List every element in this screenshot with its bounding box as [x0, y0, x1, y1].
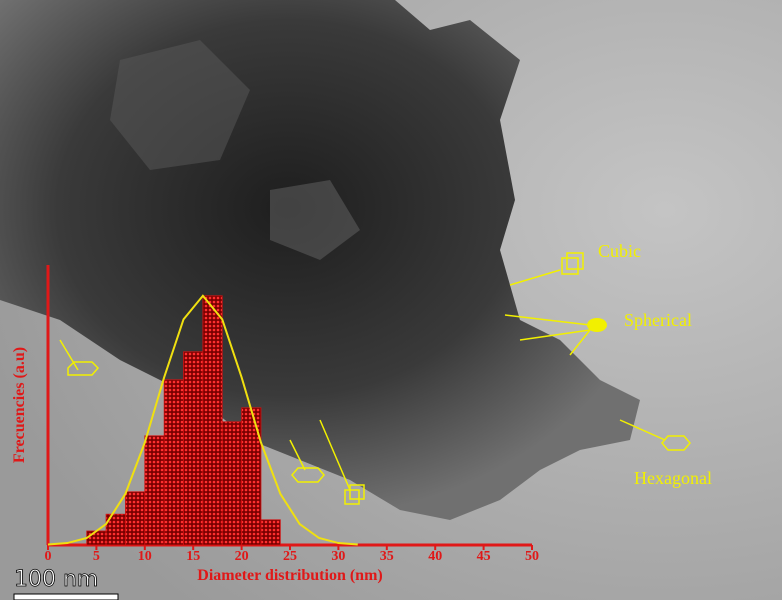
scale-label: 100 nm: [14, 567, 98, 592]
bar: [184, 352, 203, 545]
bar: [145, 436, 164, 545]
annotation: Cubic: [598, 241, 641, 261]
x-tick-label: 5: [93, 549, 100, 564]
x-tick-label: 15: [186, 549, 200, 564]
x-tick-label: 25: [283, 549, 297, 564]
bar: [222, 422, 241, 545]
x-tick-label: 40: [428, 549, 442, 564]
bar: [87, 531, 106, 545]
x-tick-label: 0: [45, 549, 52, 564]
x-tick-label: 10: [138, 549, 152, 564]
bar: [203, 296, 222, 545]
annotation: Hexagonal: [634, 468, 712, 488]
bar: [125, 492, 144, 545]
bar: [261, 520, 280, 545]
figure: Cubic Spherical Hexagonal Diameter distr…: [0, 0, 782, 600]
x-tick-label: 20: [235, 549, 249, 564]
x-axis-label: Diameter distribution (nm): [197, 567, 382, 584]
sphere-marker: [587, 318, 607, 332]
x-tick-label: 50: [525, 549, 539, 564]
x-tick-label: 35: [380, 549, 394, 564]
bar: [164, 380, 183, 545]
x-tick-label: 30: [331, 549, 345, 564]
y-axis-label: Frecuencies (a.u): [11, 347, 28, 463]
scale-bar: [14, 594, 118, 600]
annotation: Spherical: [624, 310, 692, 330]
bar: [242, 408, 261, 545]
x-tick-label: 45: [477, 549, 491, 564]
